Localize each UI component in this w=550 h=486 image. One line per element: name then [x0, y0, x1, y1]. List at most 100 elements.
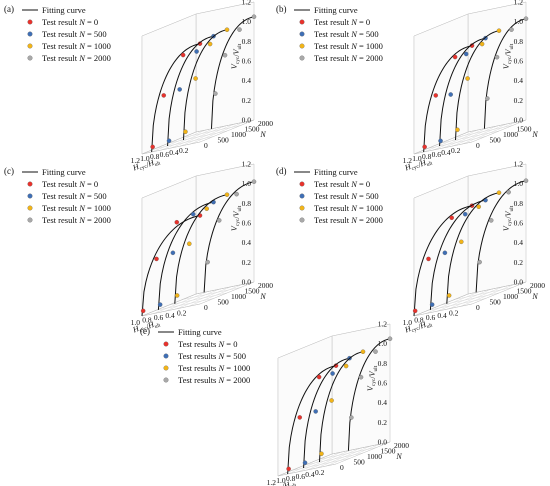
- legend-marker: [299, 31, 305, 37]
- data-point: [154, 256, 159, 262]
- data-point: [506, 189, 511, 195]
- data-point: [523, 16, 529, 21]
- z-tick-label: 0.0: [242, 278, 252, 287]
- data-point: [438, 138, 443, 144]
- x-tick-label: 0.2: [179, 146, 189, 155]
- z-tick-label: 1.2: [514, 0, 524, 7]
- data-point: [452, 54, 458, 60]
- legend-marker: [27, 205, 33, 211]
- legend-entry-label: Test result N = 500: [314, 29, 379, 39]
- n-tick-label: 1000: [231, 292, 246, 301]
- z-tick-label: 1.2: [242, 0, 252, 7]
- n-tick-label: 1500: [517, 125, 532, 134]
- legend: Fitting curve Test result N = 0 Test resul…: [22, 167, 111, 225]
- data-point: [429, 302, 435, 307]
- x-tick-label: 1.0: [276, 476, 286, 485]
- data-point: [488, 218, 494, 223]
- panel-label: (d): [276, 166, 287, 176]
- n-axis-label: N: [259, 130, 266, 139]
- fitting-curve: [423, 45, 473, 153]
- legend-marker: [299, 181, 305, 187]
- x-axis-label: Hcyc/Hult: [403, 316, 434, 339]
- legend: Fitting curve Test result N = 0 Test resul…: [294, 5, 383, 63]
- data-point: [251, 14, 257, 19]
- data-point: [222, 52, 228, 58]
- x-tick-label: 0.6: [432, 150, 442, 159]
- data-point: [329, 398, 334, 403]
- z-tick-label: 0.0: [514, 278, 524, 287]
- z-tick-label: 0.2: [242, 258, 252, 267]
- z-tick-label: 0.8: [242, 199, 252, 208]
- data-point: [422, 144, 427, 150]
- z-axis-label: Vcyc/Vult: [230, 205, 243, 231]
- x-tick-label: 1.0: [412, 154, 422, 163]
- data-point: [251, 179, 257, 184]
- data-point: [161, 93, 166, 98]
- data-point: [360, 349, 366, 354]
- data-point: [193, 76, 198, 81]
- panel-d: 0.00.20.40.60.81.01.2Vcyc/Vult0.20.40.60…: [276, 160, 545, 339]
- data-point: [465, 76, 470, 81]
- legend: Fitting curve Test results N = 0 Test resu…: [158, 327, 250, 385]
- x-tick-label: 0.8: [414, 316, 424, 325]
- z-tick-label: 0.4: [514, 76, 524, 85]
- z-tick-label: 1.2: [514, 160, 524, 169]
- fitting-curve: [203, 181, 255, 293]
- x-tick-label: 1.0: [140, 154, 150, 163]
- n-axis-label: N: [259, 292, 266, 301]
- data-point: [183, 129, 188, 134]
- z-tick-label: 0.0: [378, 438, 388, 447]
- data-point: [319, 451, 324, 456]
- data-point: [157, 302, 163, 307]
- z-tick-label: 0.6: [514, 219, 524, 228]
- fitting-curve: [439, 37, 486, 147]
- fitting-curve: [413, 205, 473, 317]
- data-point: [485, 96, 490, 101]
- legend-marker: [299, 205, 305, 211]
- n-tick-label: 2000: [258, 119, 273, 128]
- fitting-curve: [141, 215, 201, 317]
- data-point: [387, 336, 393, 341]
- data-point: [523, 178, 529, 183]
- data-point: [496, 28, 502, 33]
- n-tick-label: 500: [218, 298, 230, 307]
- panel-label: (a): [4, 4, 14, 14]
- x-tick-label: 0.4: [169, 148, 179, 157]
- fitting-curve: [455, 30, 500, 141]
- data-point: [180, 52, 186, 58]
- x-tick-label: 0.2: [177, 308, 187, 317]
- legend-marker: [27, 217, 33, 223]
- data-point: [237, 27, 242, 32]
- floor-plane: [141, 281, 255, 317]
- data-point: [297, 415, 302, 420]
- z-tick-label: 0.6: [242, 57, 252, 66]
- legend-entry-label: Test results N = 500: [178, 351, 246, 361]
- legend-entry-label: Test result N = 2000: [42, 53, 111, 63]
- legend-entry-label: Test result N = 1000: [42, 203, 111, 213]
- data-point: [463, 51, 469, 57]
- panel-e: 0.00.20.40.60.81.01.2Vcyc/Vult0.20.40.60…: [140, 320, 409, 486]
- x-tick-label: 0.6: [154, 313, 164, 322]
- fitting-curve: [151, 43, 201, 153]
- x-tick-label: 1.2: [131, 156, 141, 165]
- data-point: [174, 293, 180, 298]
- fitting-curve: [287, 365, 337, 475]
- n-tick-label: 0: [340, 463, 344, 472]
- data-point: [166, 138, 172, 144]
- side-wall: [413, 175, 469, 317]
- z-axis-label: Vcyc/Vult: [366, 365, 379, 391]
- data-point: [479, 41, 485, 47]
- x-tick-label: 1.0: [131, 318, 141, 327]
- n-tick-label: 1000: [231, 130, 246, 139]
- legend-entry-label: Test result N = 0: [42, 17, 98, 27]
- legend-entry-label: Test result N = 2000: [314, 53, 383, 63]
- legend: Fitting curve Test result N = 0 Test resul…: [294, 167, 383, 225]
- legend-marker: [299, 217, 305, 223]
- data-point: [286, 466, 291, 472]
- data-point: [448, 92, 453, 97]
- legend-curve-label: Fitting curve: [314, 5, 358, 15]
- x-tick-label: 0.8: [142, 316, 152, 325]
- data-point: [412, 308, 418, 314]
- fitting-curve: [174, 194, 228, 304]
- z-tick-label: 1.2: [378, 320, 388, 329]
